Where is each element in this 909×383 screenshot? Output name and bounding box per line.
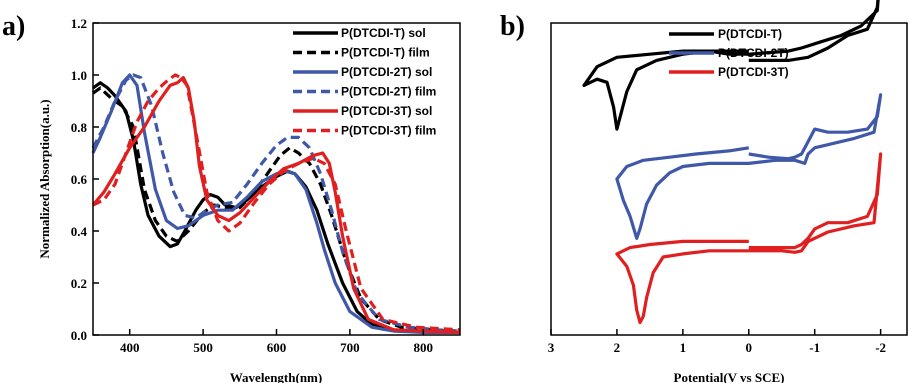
panel-b-x-tick-label: -2	[875, 340, 886, 355]
panel-a-series-lines	[91, 73, 461, 334]
panel-a-y-tick-label: 0.0	[71, 328, 87, 343]
panel-a-series-line-p-dtcdi-t-sol	[92, 81, 461, 334]
panel-b-series-line-p-dtcdi-2t	[615, 93, 883, 240]
panel-b-x-tick-label: 1	[680, 340, 687, 355]
panel-b-x-tick-label: 2	[614, 340, 621, 355]
panel-a-series-line-p-dtcdi-3t-sol	[91, 75, 461, 334]
panel-a-letter: a)	[2, 11, 25, 42]
panel-b-legend: P(DTCDI-T) P(DTCDI-2T) P(DTCDI-3T)	[669, 27, 789, 79]
panel-b-legend-label-p-dtcdi-t: P(DTCDI-T)	[718, 27, 782, 41]
panel-a-legend-label-p-dtcdi-2t-sol: P(DTCDI-2T) sol	[341, 65, 432, 79]
panel-b-x-axis-title: Potential(V vs SCE)	[674, 370, 785, 383]
panel-a-legend-label-p-dtcdi-3t-film: P(DTCDI-3T) film	[341, 124, 436, 138]
panel-b-legend-label-p-dtcdi-3t: P(DTCDI-3T)	[718, 65, 789, 79]
panel-a-legend-label-p-dtcdi-2t-film: P(DTCDI-2T) film	[341, 85, 436, 99]
panel-a-x-tick-label: 800	[414, 340, 434, 355]
panel-a-y-tick-label: 0.8	[71, 120, 88, 135]
panel-b-x-tick-label: 0	[746, 340, 753, 355]
panel-a-y-tick-label: 1.0	[71, 68, 87, 83]
panel-a-y-tick-label: 1.2	[71, 16, 87, 31]
panel-a-x-tick-label: 400	[120, 340, 140, 355]
panel-a-y-tick-label: 0.4	[71, 224, 88, 239]
panel-b-x-ticks: 3 2 1 0 -1 -2	[548, 329, 886, 355]
panel-a-x-ticks: 400 500 600 700 800	[120, 329, 433, 355]
panel-a-x-axis-title: Wavelength(nm)	[230, 370, 322, 383]
panel-a-y-ticks: 0.0 0.2 0.4 0.6 0.8 1.0 1.2	[71, 16, 99, 343]
panel-a-y-tick-label: 0.6	[71, 172, 88, 187]
panel-a-y-axis-title: Normalized Absorption(a.u.)	[37, 99, 52, 258]
panel-b-series-line-p-dtcdi-3t	[615, 152, 883, 325]
panel-b-x-tick-label: 3	[548, 340, 555, 355]
panel-b-series-lines	[582, 0, 883, 325]
panel-a-legend: P(DTCDI-T) sol P(DTCDI-T) film P(DTCDI-2T)…	[293, 26, 436, 138]
panel-b-letter: b)	[500, 11, 525, 42]
panel-a-y-tick-label: 0.2	[71, 276, 87, 291]
panel-a-legend-label-p-dtcdi-t-sol: P(DTCDI-T) sol	[341, 26, 426, 40]
panel-b-plot-frame	[550, 22, 908, 336]
panel-a-x-tick-label: 700	[340, 340, 360, 355]
panel-a-legend-label-p-dtcdi-3t-sol: P(DTCDI-3T) sol	[341, 104, 432, 118]
panel-b-legend-label-p-dtcdi-2t: P(DTCDI-2T)	[718, 46, 789, 60]
panel-a: a) 400 500 600 700 800 0.0 0.2 0.4 0.6 0.8 1.0 1.2…	[2, 11, 461, 383]
panel-a-x-tick-label: 600	[267, 340, 287, 355]
panel-a-legend-label-p-dtcdi-t-film: P(DTCDI-T) film	[341, 46, 430, 60]
panel-b-x-tick-label: -1	[809, 340, 820, 355]
panel-b: b) 3 2 1 0 -1 -2 Potential(V vs SCE) P(DTCDI-…	[500, 0, 908, 383]
panel-b-series-line-p-dtcdi-t	[582, 0, 880, 131]
panel-a-x-tick-label: 500	[193, 340, 213, 355]
panel-a-series-line-p-dtcdi-2t-sol	[91, 73, 460, 334]
